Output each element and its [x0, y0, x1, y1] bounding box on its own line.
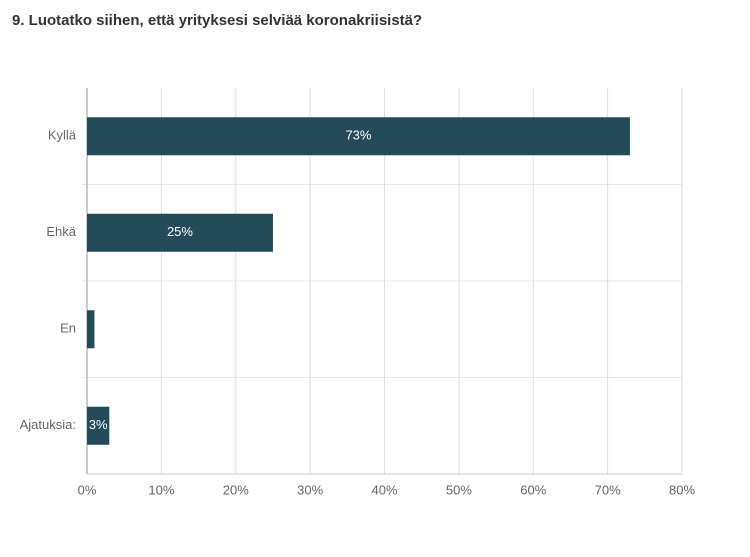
- x-tick-label: 40%: [371, 482, 397, 497]
- value-label: 25%: [167, 224, 193, 239]
- value-label: 3%: [89, 417, 108, 432]
- x-tick-label: 20%: [223, 482, 249, 497]
- bar: [87, 406, 110, 445]
- value-label: 73%: [345, 128, 371, 143]
- y-tick-label: En: [60, 321, 76, 336]
- y-tick-label: Ehkä: [46, 224, 76, 239]
- x-tick-label: 70%: [595, 482, 621, 497]
- y-tick-label: Ajatuksia:: [20, 417, 76, 432]
- y-tick-label: Kyllä: [48, 128, 77, 143]
- x-tick-label: 0%: [78, 482, 97, 497]
- x-tick-label: 10%: [148, 482, 174, 497]
- bar: [87, 117, 630, 156]
- bar: [87, 213, 273, 252]
- chart-title: 9. Luotatko siihen, että yrityksesi selv…: [12, 12, 422, 29]
- x-tick-label: 50%: [446, 482, 472, 497]
- x-tick-label: 80%: [669, 482, 695, 497]
- x-tick-label: 60%: [520, 482, 546, 497]
- x-tick-label: 30%: [297, 482, 323, 497]
- bar: [87, 310, 95, 349]
